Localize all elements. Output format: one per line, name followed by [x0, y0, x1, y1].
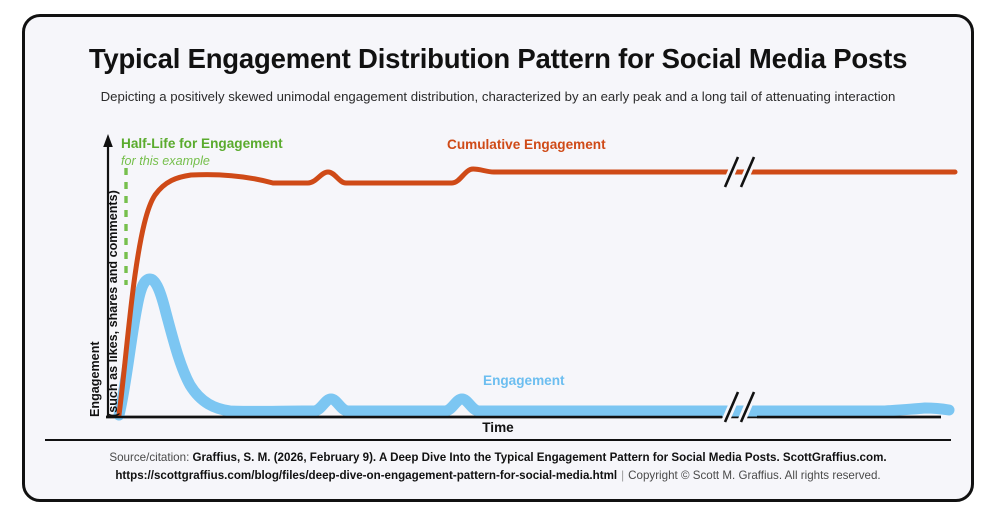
engagement-chart-plot: [103, 134, 958, 424]
x-axis-label: Time: [482, 420, 514, 435]
footer-line-2: https://scottgraffius.com/blog/files/dee…: [25, 467, 971, 485]
y-axis: [103, 134, 113, 417]
y-axis-label-line1: Engagement: [88, 341, 102, 417]
footer-divider: [45, 439, 951, 441]
y-axis-label-group: Engagement (such as likes, shares and co…: [65, 127, 120, 417]
citation-url[interactable]: https://scottgraffius.com/blog/files/dee…: [115, 468, 618, 482]
chart-frame: Typical Engagement Distribution Pattern …: [22, 14, 974, 502]
copyright-text: Copyright © Scott M. Graffius. All right…: [628, 468, 881, 482]
half-life-annotation-title: Half-Life for Engagement: [121, 136, 283, 151]
engagement-series-label: Engagement: [483, 373, 565, 388]
axis-break-cumulative: [721, 155, 758, 189]
cumulative-series-label: Cumulative Engagement: [447, 137, 606, 152]
footer-citation: Source/citation: Graffius, S. M. (2026, …: [25, 449, 971, 484]
page-title: Typical Engagement Distribution Pattern …: [88, 43, 908, 74]
cumulative-engagement-curve: [116, 166, 958, 418]
page-subtitle: Depicting a positively skewed unimodal e…: [100, 89, 896, 104]
citation-text: Graffius, S. M. (2026, February 9). A De…: [192, 451, 887, 464]
half-life-annotation-note: for this example: [121, 154, 210, 168]
footer-separator: |: [621, 468, 625, 482]
y-axis-label-line2: (such as likes, shares and comments): [106, 190, 120, 417]
source-prefix: Source/citation:: [109, 451, 190, 464]
axis-break-engagement: [106, 390, 941, 424]
footer-line-1: Source/citation: Graffius, S. M. (2026, …: [25, 449, 971, 467]
engagement-curve: [113, 273, 955, 421]
